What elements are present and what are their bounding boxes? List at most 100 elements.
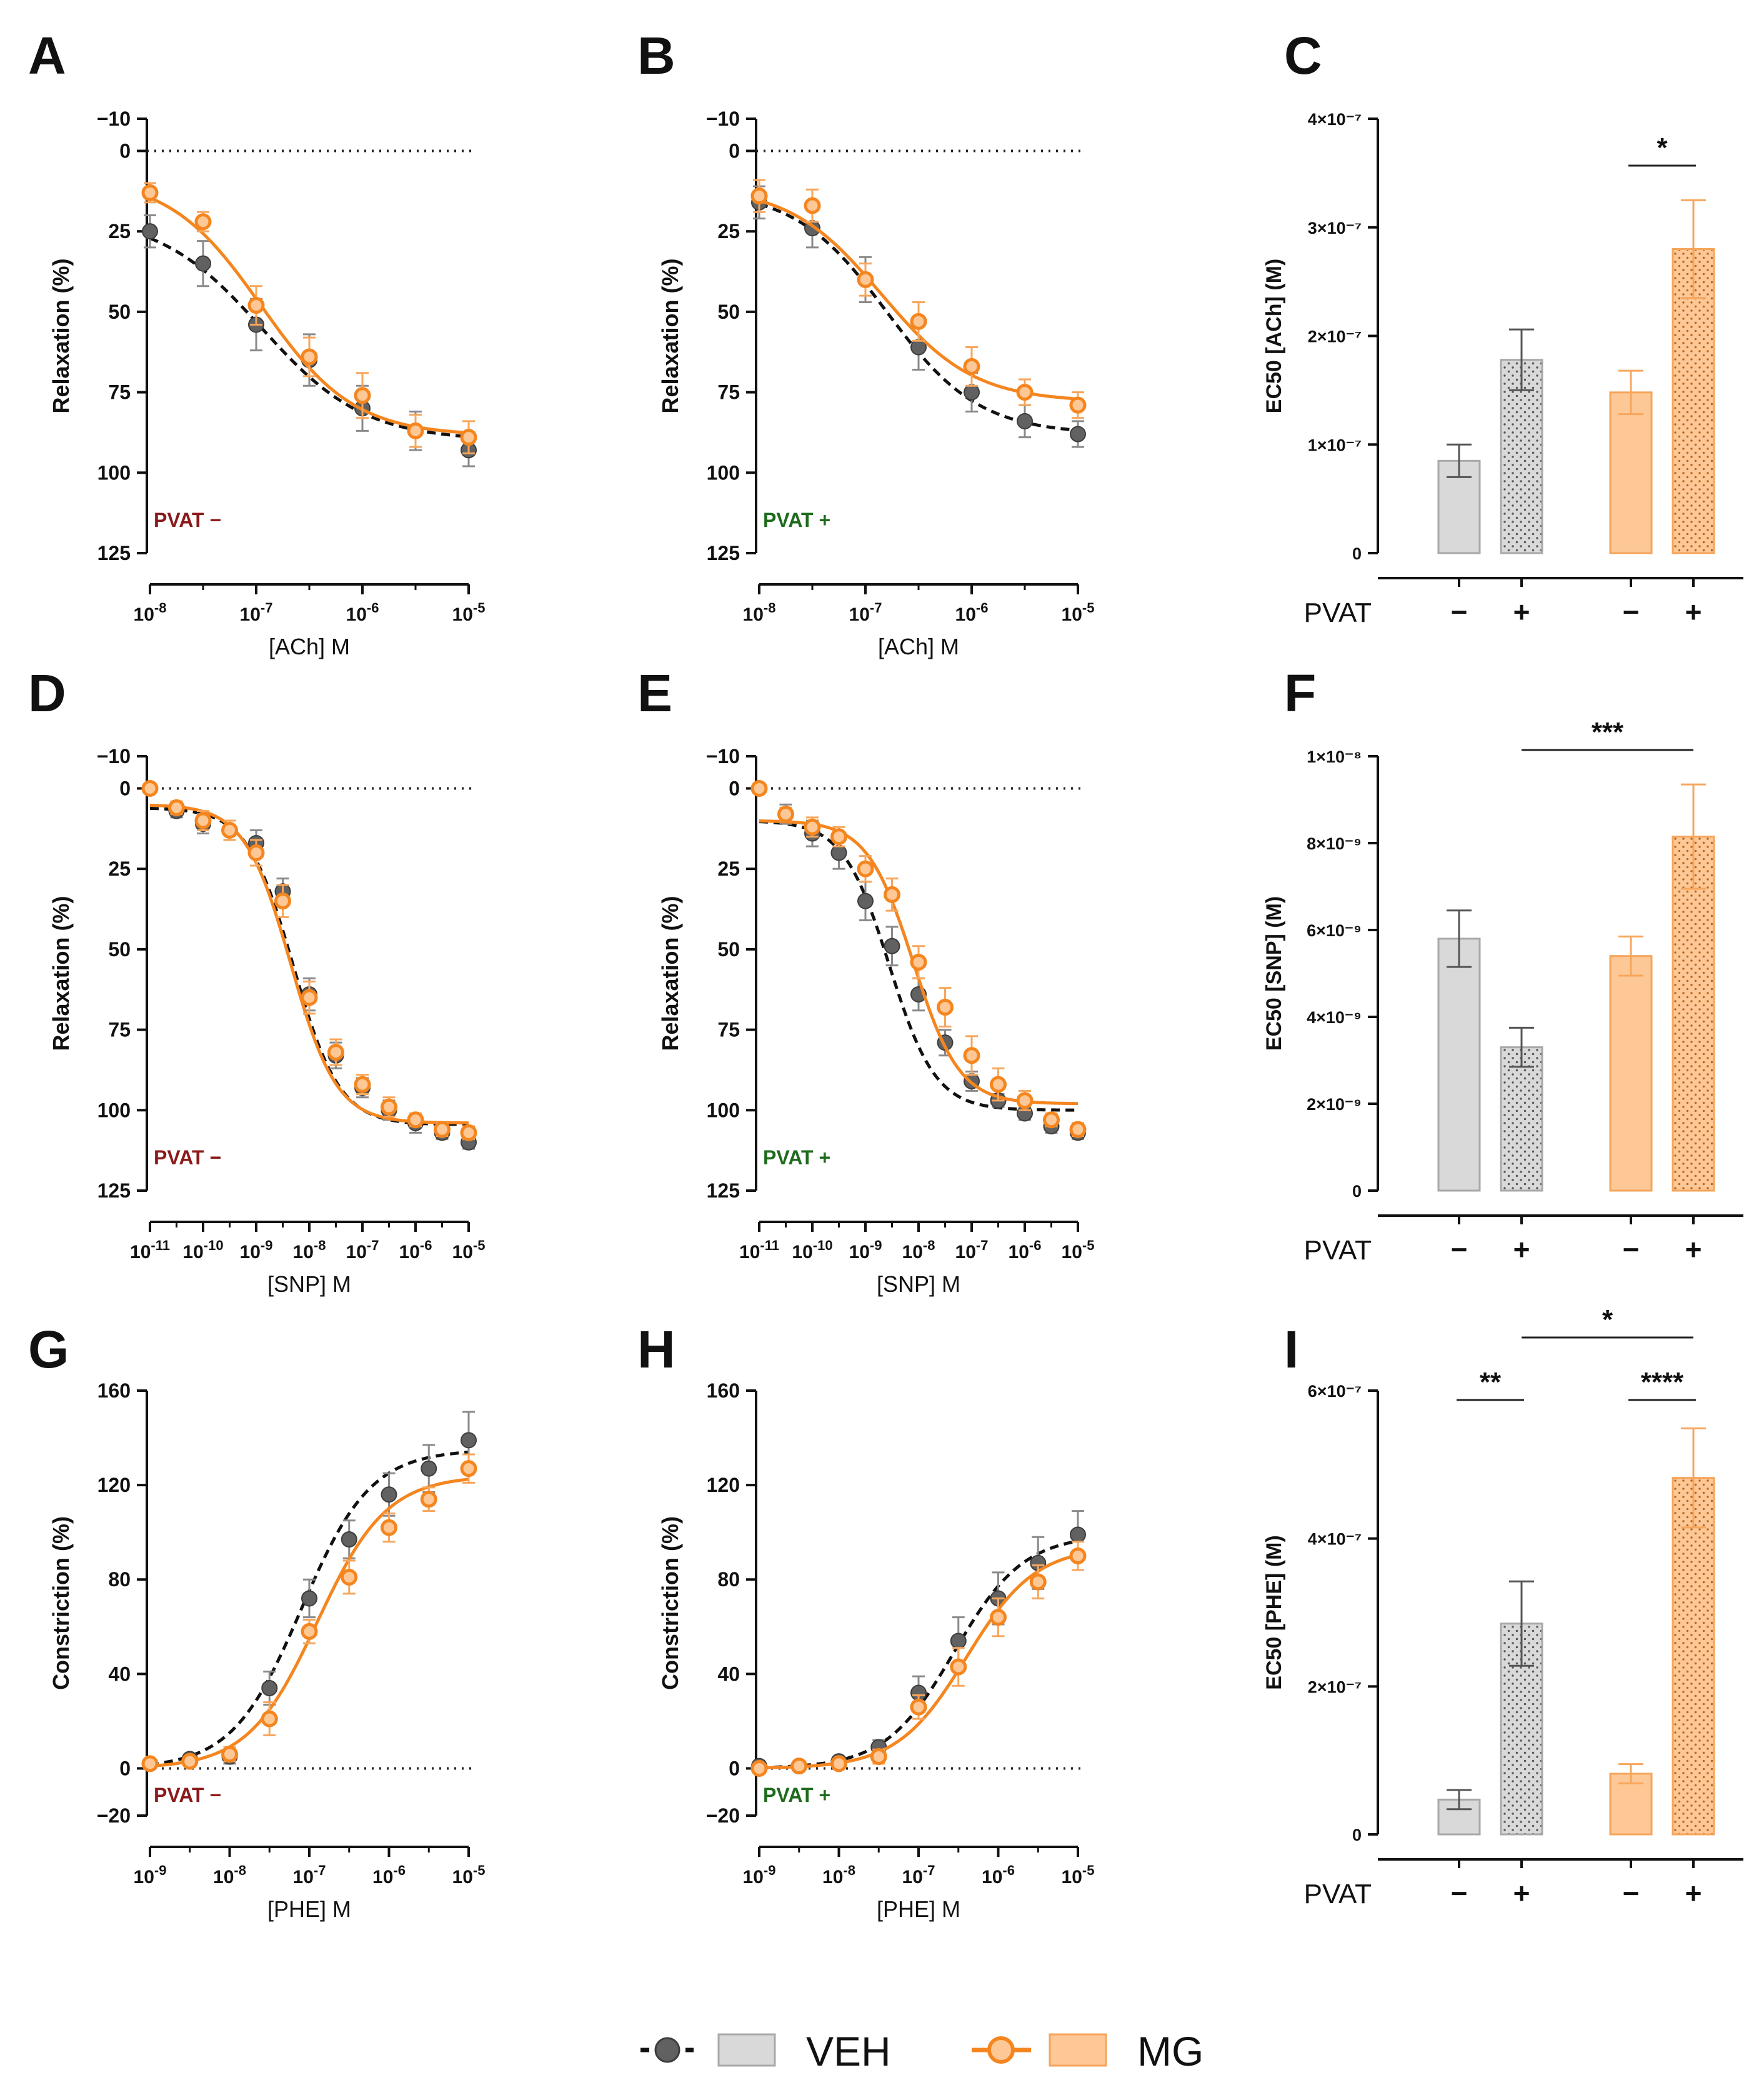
- pvat-row-label: PVAT: [1304, 1879, 1372, 1909]
- mg-data-point: [354, 387, 371, 404]
- mg-data-point: [460, 429, 477, 446]
- mg-data-point: [870, 1748, 887, 1766]
- mg-data-point: [181, 1752, 199, 1770]
- y-axis-label: Constriction (%): [657, 1516, 683, 1690]
- panel-d-snp-pvat-minus: D −10 0 25 50 75 100 125 10-11 10-10 10-9 10-8 10-7 1…: [28, 664, 485, 1297]
- y-tick-label: 40: [717, 1662, 740, 1685]
- significance-stars: ****: [1641, 1367, 1684, 1398]
- mg-data-point: [790, 1758, 808, 1775]
- y-tick-label: 0: [729, 777, 740, 799]
- x-tick-label: 10-8: [134, 600, 167, 625]
- pvat-sign: +: [1685, 1877, 1702, 1909]
- x-tick-label: 10-5: [1062, 1238, 1095, 1262]
- x-axis-label: [SNP] M: [267, 1271, 351, 1297]
- x-tick-label: 10-6: [1009, 1238, 1042, 1262]
- y-tick-label: 25: [108, 220, 131, 242]
- mg-data-point: [460, 1124, 477, 1141]
- y-tick-label: 125: [707, 1179, 740, 1202]
- x-tick-label: 10-6: [982, 1862, 1015, 1888]
- y-tick-label: 50: [108, 301, 131, 323]
- mg-data-point: [830, 1755, 847, 1772]
- mg-data-point: [261, 1710, 278, 1728]
- y-tick-label: 75: [108, 381, 131, 404]
- veh-fit-curve: [149, 806, 469, 1126]
- pvat-sign: +: [1513, 596, 1530, 628]
- panel-letter: B: [637, 26, 675, 85]
- y-tick-label: 0: [729, 139, 740, 162]
- legend-veh-label: VEH: [806, 2028, 891, 2074]
- x-tick-label: 10-9: [134, 1862, 167, 1888]
- mg-data-point: [141, 1755, 159, 1772]
- mg-data-point: [990, 1609, 1007, 1626]
- mg-data-point: [221, 1746, 238, 1763]
- pvat-sign: −: [1451, 1877, 1468, 1909]
- y-tick-label: −10: [97, 108, 131, 130]
- legend-veh-marker: [654, 2037, 680, 2063]
- mg-data-point: [1043, 1111, 1060, 1129]
- y-tick-label: 80: [108, 1568, 131, 1591]
- mg-data-point: [950, 1658, 967, 1676]
- y-tick-label: 2×10⁻⁹: [1307, 1095, 1362, 1114]
- x-axis-label: [PHE] M: [877, 1896, 960, 1922]
- panel-letter: G: [28, 1320, 69, 1379]
- y-tick-label: 4×10⁻⁷: [1308, 110, 1362, 129]
- y-tick-label: −20: [706, 1804, 740, 1827]
- y-axis-label: EC50 [ACh] (M): [1262, 259, 1286, 413]
- y-tick-label: −20: [97, 1804, 131, 1827]
- x-tick-label: 10-6: [399, 1238, 432, 1262]
- mg-data-point: [274, 892, 291, 910]
- veh-data-point: [381, 1486, 397, 1503]
- y-tick-label: 4×10⁻⁷: [1308, 1530, 1362, 1549]
- panel-h-phe-pvat-plus: H −20 0 40 80 120 160 10-9 10-8 10-7 10-6 10-5 [PHE]…: [637, 1320, 1094, 1922]
- panel-letter: I: [1284, 1320, 1298, 1379]
- x-axis-label: [ACh] M: [878, 634, 959, 659]
- panel-i-ec50-phe: I 0 2×10⁻⁷ 4×10⁻⁷ 6×10⁻⁷ EC50 [PHE] (M) PVAT − +…: [1262, 1304, 1743, 1909]
- y-axis-label: Relaxation (%): [657, 896, 683, 1051]
- x-axis-label: [PHE] M: [267, 1896, 351, 1922]
- veh-data-point: [884, 938, 900, 954]
- veh-data-point: [1070, 426, 1086, 442]
- mg-data-point: [434, 1121, 451, 1138]
- mg-data-point: [221, 821, 238, 839]
- panel-b-ach-pvat-plus: B −10 0 25 50 75 100 125 10-8 10-7 10-6 10-5 [ACh] M…: [637, 26, 1094, 659]
- y-axis-label: Relaxation (%): [48, 896, 74, 1051]
- x-axis-label: [SNP] M: [877, 1271, 960, 1297]
- mg-data-point: [460, 1460, 477, 1478]
- pvat-sign: +: [1513, 1877, 1530, 1909]
- mg-data-point: [168, 799, 185, 816]
- y-tick-label: 0: [729, 1757, 740, 1779]
- mg-data-point: [1069, 1121, 1087, 1138]
- mg-data-point: [381, 1098, 397, 1116]
- veh-data-point: [857, 892, 874, 909]
- y-tick-label: 3×10⁻⁷: [1308, 219, 1362, 238]
- mg-data-point: [354, 1076, 371, 1093]
- y-axis-label: EC50 [PHE] (M): [1262, 1535, 1286, 1689]
- x-tick-label: 10-6: [346, 600, 379, 625]
- legend: VEH MG: [640, 2028, 1203, 2074]
- veh-data-point: [341, 1531, 357, 1548]
- y-tick-label: 75: [717, 381, 740, 404]
- x-tick-label: 10-5: [1062, 1862, 1095, 1888]
- x-tick-label: 10-8: [293, 1238, 326, 1262]
- x-tick-label: 10-5: [452, 1238, 486, 1262]
- veh-data-point: [830, 844, 847, 861]
- mg-bar: [1672, 1477, 1715, 1836]
- panel-letter: D: [28, 664, 66, 722]
- y-tick-label: 80: [717, 1568, 740, 1591]
- mg-bar: [1609, 391, 1653, 554]
- mg-data-point: [1069, 396, 1087, 414]
- significance-stars: *: [1602, 1304, 1613, 1335]
- y-tick-label: 25: [717, 858, 740, 880]
- pvat-row-label: PVAT: [1304, 598, 1372, 628]
- y-tick-label: 1×10⁻⁸: [1307, 748, 1362, 766]
- pvat-sign: −: [1623, 1877, 1640, 1909]
- mg-data-point: [884, 886, 900, 903]
- x-tick-label: 10-5: [1062, 600, 1095, 625]
- y-tick-label: 100: [97, 1099, 131, 1121]
- panel-e-snp-pvat-plus: E −10 0 25 50 75 100 125 10-11 10-10 10-9 10-8 10-7 1…: [637, 664, 1094, 1297]
- x-tick-label: 10-5: [452, 1862, 486, 1888]
- veh-data-point: [261, 1680, 278, 1696]
- mg-fit-curve: [149, 803, 469, 1125]
- panel-letter: F: [1284, 664, 1316, 722]
- y-tick-label: 50: [108, 938, 131, 961]
